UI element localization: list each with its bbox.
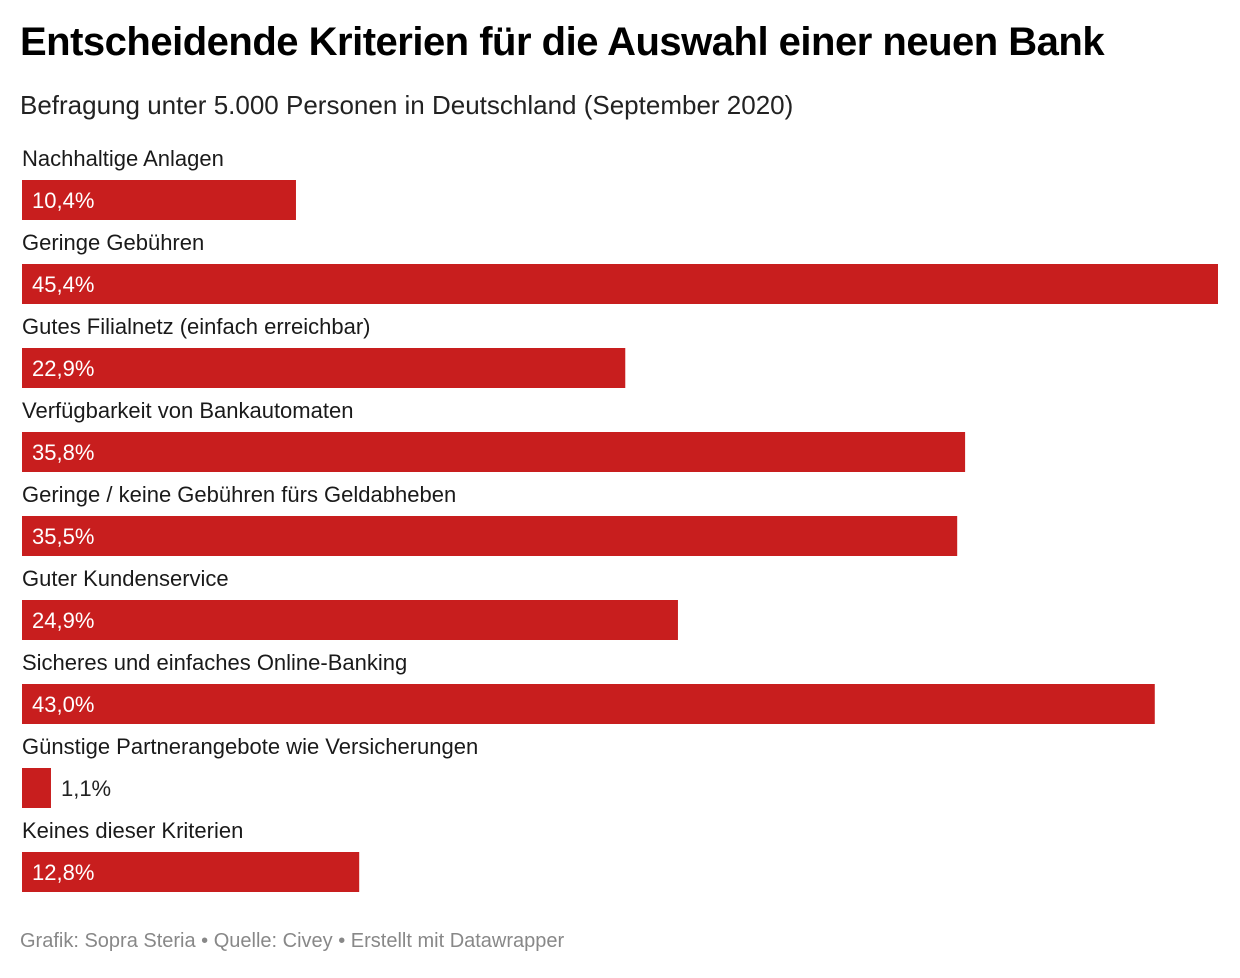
bar <box>22 852 360 892</box>
chart-title: Entscheidende Kriterien für die Auswahl … <box>20 20 1105 64</box>
chart-footer: Grafik: Sopra Steria • Quelle: Civey • E… <box>20 930 565 952</box>
category-label: Guter Kundenservice <box>22 566 229 591</box>
bar <box>22 180 296 220</box>
bar <box>22 684 1155 724</box>
category-label: Verfügbarkeit von Bankautomaten <box>22 398 353 423</box>
value-label: 24,9% <box>32 608 94 633</box>
category-label: Sicheres und einfaches Online-Banking <box>22 650 407 675</box>
bar <box>22 432 966 472</box>
category-label: Nachhaltige Anlagen <box>22 146 224 171</box>
value-label: 45,4% <box>32 272 94 297</box>
bar <box>22 768 51 808</box>
value-label: 43,0% <box>32 692 94 717</box>
category-label: Geringe / keine Gebühren fürs Geldabhebe… <box>22 482 456 507</box>
category-label: Geringe Gebühren <box>22 230 204 255</box>
category-label: Günstige Partnerangebote wie Versicherun… <box>22 734 478 759</box>
chart-subtitle: Befragung unter 5.000 Personen in Deutsc… <box>20 90 794 120</box>
value-label: 10,4% <box>32 188 94 213</box>
value-label: 35,8% <box>32 440 94 465</box>
value-label: 35,5% <box>32 524 94 549</box>
bar <box>22 264 1218 304</box>
bar <box>22 348 626 388</box>
value-label: 12,8% <box>32 860 94 885</box>
category-label: Gutes Filialnetz (einfach erreichbar) <box>22 314 370 339</box>
bar <box>22 516 958 556</box>
value-label: 22,9% <box>32 356 94 381</box>
value-label: 1,1% <box>61 776 111 801</box>
bar <box>22 600 678 640</box>
category-label: Keines dieser Kriterien <box>22 818 243 843</box>
